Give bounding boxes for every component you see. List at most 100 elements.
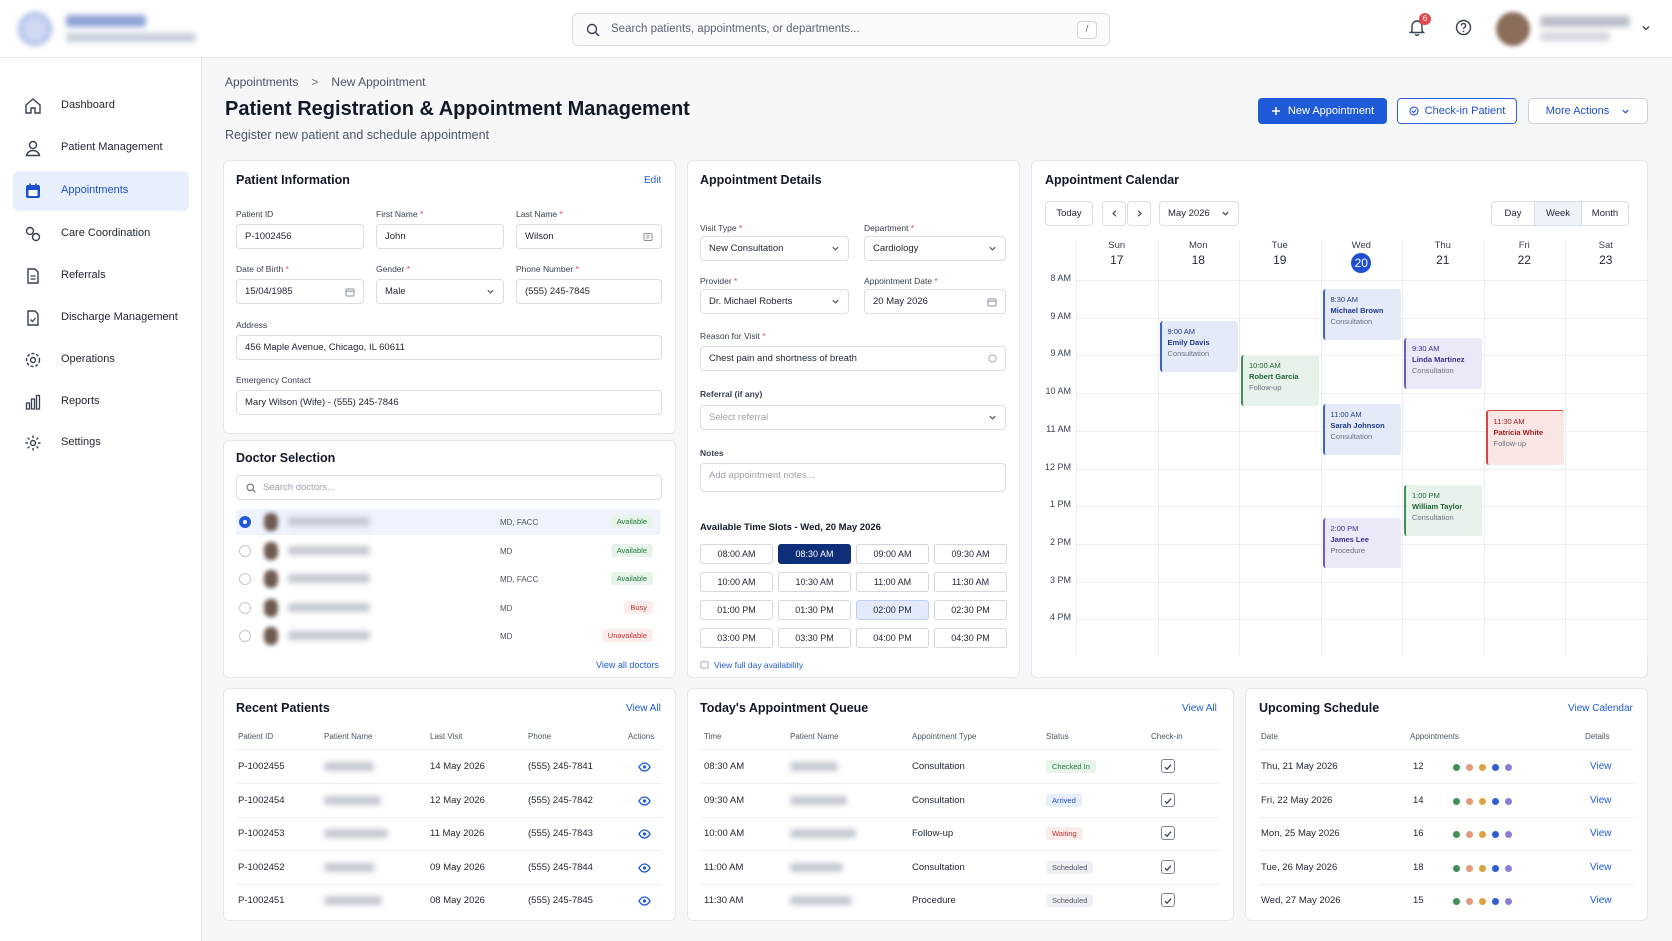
- calendar-today-button[interactable]: Today: [1045, 201, 1093, 226]
- recent-patients-view-all[interactable]: View All: [626, 703, 661, 714]
- help-button[interactable]: [1455, 19, 1472, 41]
- time-slot-button[interactable]: 08:30 AM: [778, 544, 851, 564]
- sidebar-item-care-coordination[interactable]: Care Coordination: [13, 214, 189, 254]
- upcoming-view-link[interactable]: View: [1590, 895, 1612, 906]
- phone-field[interactable]: (555) 245-7845: [516, 279, 662, 304]
- calendar-day-header[interactable]: Fri 22: [1484, 240, 1566, 267]
- check-in-checkbox[interactable]: [1161, 826, 1175, 840]
- more-actions-button[interactable]: More Actions: [1528, 98, 1648, 124]
- doctor-radio[interactable]: [239, 630, 251, 642]
- sidebar-item-operations[interactable]: Operations: [13, 340, 189, 380]
- eye-icon[interactable]: [638, 795, 651, 806]
- calendar-event[interactable]: 8:30 AM Michael Brown Consultation: [1322, 289, 1401, 341]
- patient-id-field[interactable]: P-1002456: [236, 224, 364, 249]
- doctor-radio[interactable]: [239, 516, 251, 528]
- department-select[interactable]: Cardiology: [864, 236, 1006, 261]
- view-calendar-link[interactable]: View Calendar: [1568, 703, 1633, 714]
- check-in-checkbox[interactable]: [1161, 859, 1175, 874]
- notifications-button[interactable]: 6: [1408, 13, 1431, 41]
- doctor-radio[interactable]: [239, 545, 251, 557]
- sidebar-item-settings[interactable]: Settings: [13, 423, 189, 463]
- eye-icon[interactable]: [638, 762, 651, 772]
- user-menu[interactable]: [1496, 12, 1666, 46]
- queue-row[interactable]: [700, 820, 1220, 850]
- first-name-field[interactable]: John: [376, 224, 504, 249]
- appointment-date-field[interactable]: 20 May 2026: [864, 289, 1006, 314]
- calendar-day-header[interactable]: Thu 21: [1402, 240, 1484, 267]
- time-slot-button[interactable]: 04:30 PM: [934, 628, 1007, 648]
- calendar-event[interactable]: 11:00 AM Sarah Johnson Consultation: [1322, 404, 1401, 456]
- time-slot-button[interactable]: 11:00 AM: [856, 572, 929, 592]
- sidebar-item-patient-management[interactable]: Patient Management: [13, 128, 189, 168]
- doctor-radio[interactable]: [239, 602, 251, 614]
- calendar-day-header[interactable]: Tue 19: [1239, 240, 1321, 267]
- calendar-day-header[interactable]: Sun 17: [1076, 240, 1158, 267]
- doctor-row[interactable]: MD Busy: [236, 595, 661, 621]
- doctor-row[interactable]: MD Unavailable: [236, 623, 661, 649]
- upcoming-view-link[interactable]: View: [1590, 794, 1612, 806]
- upcoming-view-link[interactable]: View: [1590, 761, 1612, 772]
- check-in-patient-button[interactable]: Check-in Patient: [1397, 98, 1517, 124]
- new-appointment-button[interactable]: New Appointment: [1258, 98, 1387, 124]
- calendar-view-week[interactable]: Week: [1534, 201, 1582, 226]
- eye-icon[interactable]: [638, 829, 651, 839]
- calendar-day-header[interactable]: Wed 20: [1321, 240, 1403, 273]
- reason-field[interactable]: Chest pain and shortness of breath: [700, 346, 1006, 371]
- calendar-day-header[interactable]: Sat 23: [1565, 240, 1647, 267]
- time-slot-button[interactable]: 02:00 PM: [856, 600, 929, 620]
- check-in-checkbox[interactable]: [1161, 893, 1175, 907]
- calendar-event[interactable]: 1:00 PM William Taylor Consultation: [1404, 485, 1482, 537]
- address-field[interactable]: 456 Maple Avenue, Chicago, IL 60611: [236, 335, 662, 360]
- calendar-event[interactable]: 10:00 AM Robert Garcia Follow-up: [1241, 355, 1319, 407]
- calendar-next-button[interactable]: [1127, 201, 1151, 226]
- time-slot-button[interactable]: 09:00 AM: [856, 544, 929, 564]
- upcoming-view-link[interactable]: View: [1590, 861, 1612, 873]
- sidebar-item-dashboard[interactable]: Dashboard: [13, 86, 189, 126]
- breadcrumb-appointments[interactable]: Appointments: [225, 75, 299, 89]
- queue-row[interactable]: [700, 887, 1220, 917]
- doctor-row[interactable]: MD, FACC Available: [236, 566, 661, 592]
- sidebar-item-discharge-management[interactable]: Discharge Management: [13, 298, 189, 338]
- global-search[interactable]: Search patients, appointments, or depart…: [572, 13, 1110, 46]
- doctor-search-input[interactable]: Search doctors...: [236, 475, 662, 500]
- calendar-prev-button[interactable]: [1102, 201, 1126, 226]
- calendar-event[interactable]: 11:30 AM Patricia White Follow-up: [1485, 410, 1564, 465]
- provider-select[interactable]: Dr. Michael Roberts: [700, 289, 849, 314]
- search-input[interactable]: Search patients, appointments, or depart…: [611, 23, 860, 35]
- time-slot-button[interactable]: 03:00 PM: [700, 628, 773, 648]
- time-slot-button[interactable]: 02:30 PM: [934, 600, 1007, 620]
- eye-icon[interactable]: [638, 896, 651, 906]
- calendar-month-select[interactable]: May 2026: [1159, 201, 1239, 226]
- calendar-day-header[interactable]: Mon 18: [1158, 240, 1240, 267]
- time-slot-button[interactable]: 09:30 AM: [934, 544, 1007, 564]
- emergency-contact-field[interactable]: Mary Wilson (Wife) - (555) 245-7846: [236, 390, 662, 415]
- sidebar-item-appointments[interactable]: Appointments: [13, 171, 189, 211]
- visit-type-select[interactable]: New Consultation: [700, 236, 849, 261]
- full-day-availability-link[interactable]: View full day availability: [700, 660, 803, 670]
- time-slot-button[interactable]: 08:00 AM: [700, 544, 773, 564]
- eye-icon[interactable]: [638, 862, 651, 873]
- app-logo[interactable]: [18, 12, 203, 46]
- time-slot-button[interactable]: 11:30 AM: [934, 572, 1007, 592]
- time-slot-button[interactable]: 03:30 PM: [778, 628, 851, 648]
- doctor-row[interactable]: MD Available: [236, 538, 661, 564]
- gender-select[interactable]: Male: [376, 279, 504, 304]
- time-slot-button[interactable]: 01:00 PM: [700, 600, 773, 620]
- sidebar-item-referrals[interactable]: Referrals: [13, 256, 189, 296]
- time-slot-button[interactable]: 10:30 AM: [778, 572, 851, 592]
- referral-select[interactable]: Select referral: [700, 405, 1006, 430]
- calendar-event[interactable]: 2:00 PM James Lee Procedure: [1322, 517, 1401, 569]
- edit-patient-link[interactable]: Edit: [644, 175, 662, 186]
- doctor-radio[interactable]: [239, 573, 251, 585]
- time-slot-button[interactable]: 01:30 PM: [778, 600, 851, 620]
- dob-field[interactable]: 15/04/1985: [236, 279, 364, 304]
- calendar-event[interactable]: 9:30 AM Linda Martinez Consultation: [1404, 338, 1482, 390]
- check-in-checkbox[interactable]: [1161, 792, 1175, 807]
- upcoming-view-link[interactable]: View: [1590, 828, 1612, 839]
- queue-view-all[interactable]: View All: [1182, 703, 1217, 714]
- time-slot-button[interactable]: 04:00 PM: [856, 628, 929, 648]
- view-all-doctors-link[interactable]: View all doctors: [596, 660, 659, 670]
- sidebar-item-reports[interactable]: Reports: [13, 382, 189, 422]
- calendar-view-day[interactable]: Day: [1491, 201, 1535, 226]
- doctor-row[interactable]: MD, FACC Available: [236, 509, 661, 535]
